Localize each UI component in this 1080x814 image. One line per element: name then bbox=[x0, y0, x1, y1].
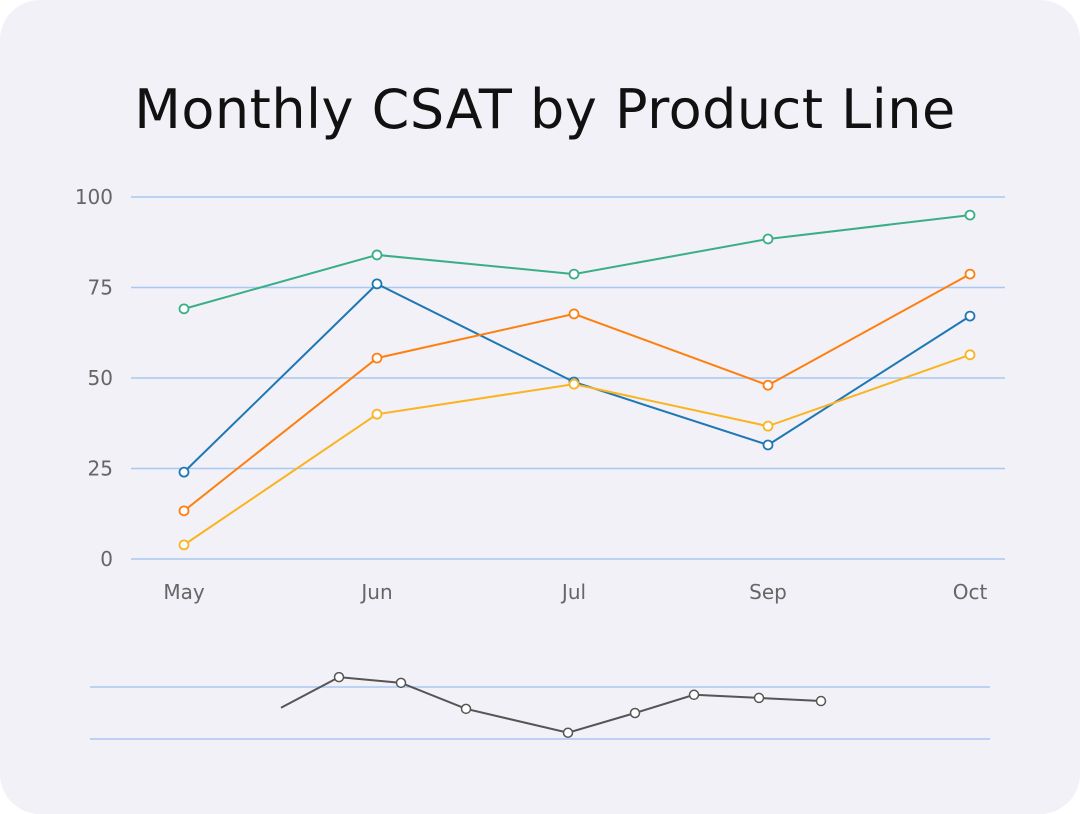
data-point bbox=[964, 310, 976, 322]
y-tick-label: 0 bbox=[100, 547, 113, 571]
navigator-point bbox=[395, 677, 407, 689]
data-point bbox=[371, 352, 383, 364]
navigator-point bbox=[562, 727, 574, 739]
data-point bbox=[762, 439, 774, 451]
series-3 bbox=[178, 349, 976, 551]
data-point bbox=[178, 505, 190, 517]
data-point bbox=[568, 308, 580, 320]
data-point bbox=[568, 378, 580, 390]
navigator-point bbox=[460, 703, 472, 715]
series-0 bbox=[178, 209, 976, 315]
data-point bbox=[371, 249, 383, 261]
data-point bbox=[762, 420, 774, 432]
data-point bbox=[964, 268, 976, 280]
y-tick-label: 100 bbox=[75, 185, 113, 209]
data-point bbox=[178, 539, 190, 551]
navigator-point bbox=[688, 689, 700, 701]
data-point bbox=[178, 466, 190, 478]
navigator-point bbox=[815, 695, 827, 707]
data-point bbox=[371, 278, 383, 290]
navigator-series bbox=[280, 671, 827, 739]
series-2 bbox=[178, 268, 976, 517]
navigator-point bbox=[753, 692, 765, 704]
series-line bbox=[183, 214, 971, 310]
navigator-point bbox=[333, 671, 345, 683]
x-tick-label: Oct bbox=[953, 580, 988, 604]
data-point bbox=[762, 233, 774, 245]
x-tick-label: Jul bbox=[560, 580, 586, 604]
data-point bbox=[568, 268, 580, 280]
data-point bbox=[964, 349, 976, 361]
data-point bbox=[371, 408, 383, 420]
data-point bbox=[762, 379, 774, 391]
y-tick-label: 50 bbox=[88, 366, 113, 390]
y-tick-label: 75 bbox=[88, 276, 113, 300]
navigator-line bbox=[280, 676, 822, 734]
data-point bbox=[178, 303, 190, 315]
x-tick-label: May bbox=[163, 580, 205, 604]
y-tick-label: 25 bbox=[88, 457, 113, 481]
navigator-point bbox=[629, 707, 641, 719]
x-tick-label: Sep bbox=[749, 580, 787, 604]
data-point bbox=[964, 209, 976, 221]
chart-title: Monthly CSAT by Product Line bbox=[134, 78, 956, 141]
x-tick-label: Jun bbox=[359, 580, 392, 604]
